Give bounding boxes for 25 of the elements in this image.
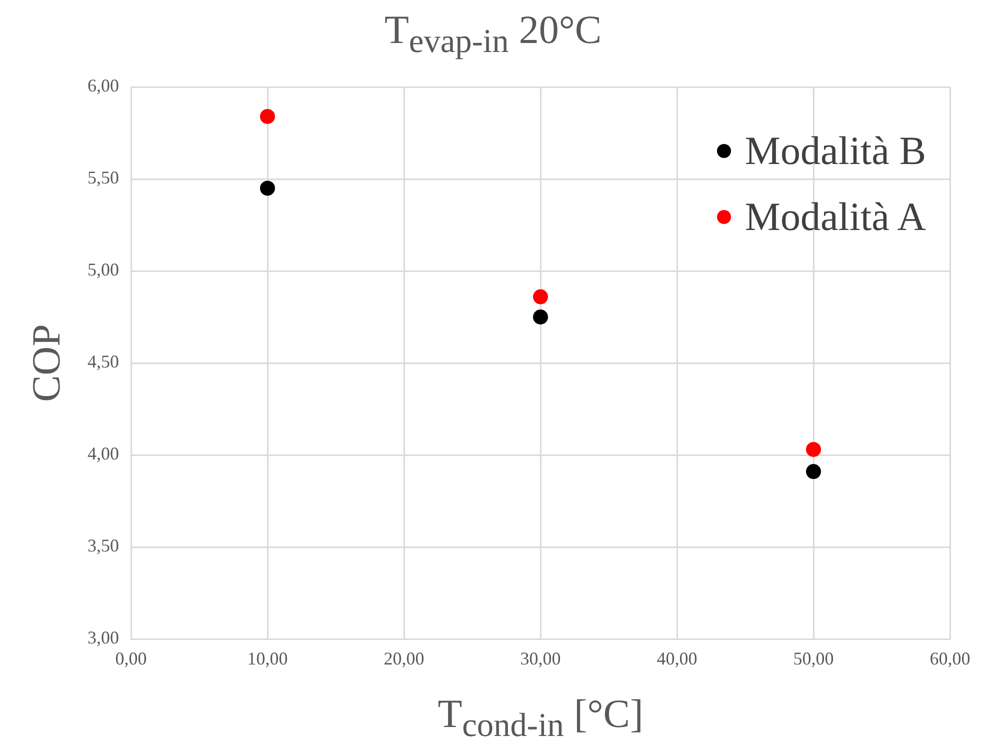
x-axis-title: T$_{cond-in}$ [°C] [436, 690, 644, 745]
chart-title: T$_{evap-in}$ 20°C [383, 6, 603, 61]
point [533, 310, 548, 324]
point [260, 180, 275, 196]
x-tick-label: 50,00 [793, 648, 834, 669]
y-tick-label: 3,00 [88, 628, 119, 648]
x-tick-label: 60,00 [930, 648, 970, 669]
y-tick-label: 4,50 [88, 352, 119, 372]
legend-label: Modalità A [744, 193, 926, 241]
y-tick-label: 4,00 [88, 444, 119, 464]
y-tick-label: 5,00 [88, 260, 119, 280]
y-tick-label: 5,50 [88, 168, 119, 188]
y-tick-label: 3,50 [88, 536, 119, 556]
point [533, 289, 548, 304]
y-tick-label: 6,00 [88, 76, 119, 96]
x-tick-label: 10,00 [247, 648, 288, 669]
x-tick-label: 30,00 [520, 648, 561, 669]
point [806, 442, 821, 457]
y-axis-title: COP [22, 324, 70, 402]
x-tick-label: 0,00 [115, 648, 147, 669]
point [806, 464, 821, 480]
x-tick-label: 40,00 [656, 648, 698, 669]
legend-label: Modalità B [744, 127, 926, 175]
x-tick-label: 20,00 [384, 648, 424, 669]
point [260, 108, 275, 124]
